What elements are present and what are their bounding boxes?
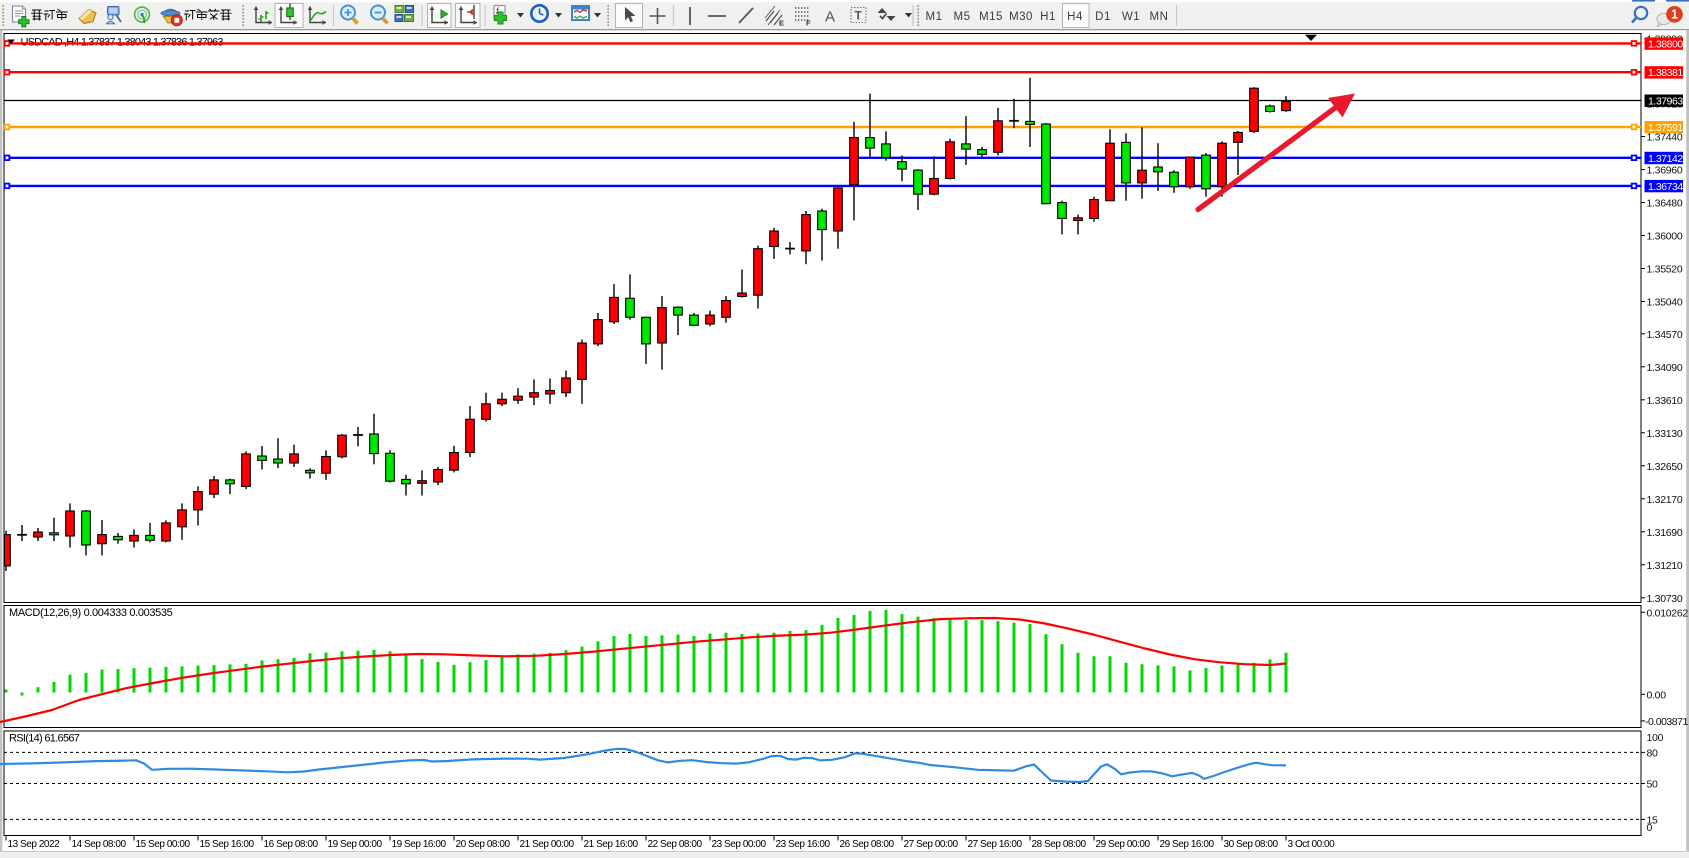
svg-text:1.32170: 1.32170 (1647, 494, 1683, 506)
svg-text:T: T (855, 9, 863, 23)
svg-text:16 Sep 08:00: 16 Sep 08:00 (264, 839, 319, 850)
svg-text:1.38381: 1.38381 (1648, 67, 1683, 79)
svg-text:1.30730: 1.30730 (1647, 593, 1683, 605)
svg-text:21 Sep 00:00: 21 Sep 00:00 (520, 839, 575, 850)
svg-text:19 Sep 00:00: 19 Sep 00:00 (328, 839, 383, 850)
svg-text:M30: M30 (1009, 11, 1033, 23)
svg-text:22 Sep 08:00: 22 Sep 08:00 (648, 839, 703, 850)
svg-text:1.33130: 1.33130 (1647, 428, 1683, 440)
svg-text:1.37142: 1.37142 (1648, 153, 1683, 165)
svg-text:f: f (496, 6, 500, 16)
svg-text:23 Sep 16:00: 23 Sep 16:00 (776, 839, 831, 850)
svg-text:M1: M1 (926, 11, 943, 23)
svg-text:19 Sep 16:00: 19 Sep 16:00 (392, 839, 447, 850)
svg-text:1.37440: 1.37440 (1647, 132, 1683, 144)
svg-text:0: 0 (1647, 822, 1653, 834)
svg-text:1.33610: 1.33610 (1647, 395, 1683, 407)
svg-text:RSI(14) 61.6567: RSI(14) 61.6567 (9, 733, 80, 745)
svg-text:1: 1 (1671, 8, 1678, 22)
svg-text:20 Sep 08:00: 20 Sep 08:00 (456, 839, 511, 850)
svg-text:29 Sep 16:00: 29 Sep 16:00 (1160, 839, 1215, 850)
svg-text:1.35040: 1.35040 (1647, 297, 1683, 309)
svg-text:MN: MN (1150, 11, 1169, 23)
svg-text:1.31210: 1.31210 (1647, 560, 1683, 572)
svg-text:-0.003871: -0.003871 (1645, 716, 1688, 728)
svg-text:100: 100 (1647, 732, 1664, 744)
svg-text:15: 15 (1647, 814, 1659, 826)
svg-text:1.37963: 1.37963 (1648, 96, 1683, 108)
svg-text:1.34090: 1.34090 (1647, 362, 1683, 374)
svg-text:15 Sep 00:00: 15 Sep 00:00 (136, 839, 191, 850)
svg-text:0.010262: 0.010262 (1647, 607, 1689, 619)
svg-text:1.36000: 1.36000 (1647, 231, 1683, 243)
svg-text:1.37591: 1.37591 (1648, 122, 1683, 134)
svg-text:13 Sep 2022: 13 Sep 2022 (8, 839, 61, 850)
svg-text:14 Sep 08:00: 14 Sep 08:00 (72, 839, 127, 850)
svg-text:H4: H4 (1067, 11, 1083, 23)
svg-text:F: F (806, 19, 811, 28)
svg-text:50: 50 (1647, 779, 1659, 791)
svg-text:0.00: 0.00 (1647, 689, 1667, 701)
svg-text:M5: M5 (954, 11, 971, 23)
svg-text:28 Sep 08:00: 28 Sep 08:00 (1032, 839, 1087, 850)
svg-text:W1: W1 (1122, 11, 1140, 23)
svg-text:H1: H1 (1040, 11, 1056, 23)
svg-text:27 Sep 00:00: 27 Sep 00:00 (904, 839, 959, 850)
svg-text:A: A (825, 9, 835, 26)
svg-text:1.36960: 1.36960 (1647, 165, 1683, 177)
svg-text:27 Sep 16:00: 27 Sep 16:00 (968, 839, 1023, 850)
svg-text:1.35520: 1.35520 (1647, 264, 1683, 276)
svg-text:30 Sep 08:00: 30 Sep 08:00 (1224, 839, 1279, 850)
svg-text:D1: D1 (1095, 11, 1111, 23)
svg-text:1.36734: 1.36734 (1648, 181, 1683, 193)
svg-text:26 Sep 08:00: 26 Sep 08:00 (840, 839, 895, 850)
svg-text:80: 80 (1647, 747, 1659, 759)
svg-text:3 Oct 00:00: 3 Oct 00:00 (1288, 839, 1336, 850)
svg-text:15 Sep 16:00: 15 Sep 16:00 (200, 839, 255, 850)
svg-text:1.36480: 1.36480 (1647, 198, 1683, 210)
svg-text:E: E (779, 19, 784, 28)
svg-text:MACD(12,26,9) 0.004333 0.00353: MACD(12,26,9) 0.004333 0.003535 (9, 607, 173, 619)
svg-text:1.31690: 1.31690 (1647, 527, 1683, 539)
svg-text:M15: M15 (979, 11, 1003, 23)
svg-text:1.32650: 1.32650 (1647, 461, 1683, 473)
svg-text:23 Sep 00:00: 23 Sep 00:00 (712, 839, 767, 850)
svg-text:1.34570: 1.34570 (1647, 329, 1683, 341)
svg-text:1.38800: 1.38800 (1648, 38, 1683, 50)
svg-text:29 Sep 00:00: 29 Sep 00:00 (1096, 839, 1151, 850)
svg-text:21 Sep 16:00: 21 Sep 16:00 (584, 839, 639, 850)
